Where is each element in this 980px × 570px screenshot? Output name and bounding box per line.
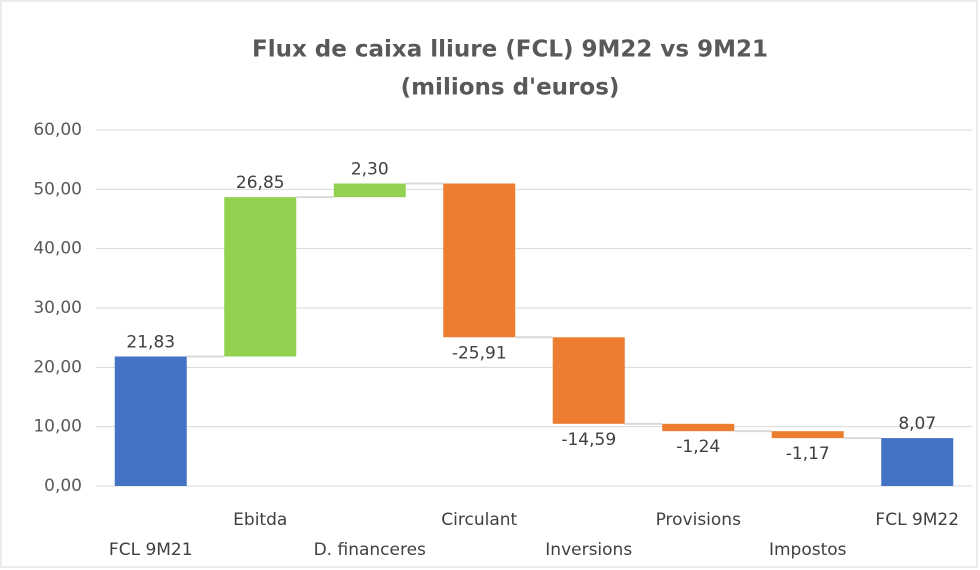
bar [114,356,187,486]
x-tick-label: Circulant [441,510,517,530]
data-label: -25,91 [452,343,507,363]
data-label: -14,59 [561,430,616,450]
bar [771,431,844,439]
y-tick-label: 0,00 [44,476,82,496]
data-label: -1,17 [786,444,830,464]
bar [224,197,297,357]
bar [443,183,516,338]
bar [662,423,735,432]
x-tick-label: FCL 9M22 [875,510,959,530]
y-tick-label: 60,00 [33,120,82,140]
bar [552,337,625,424]
y-tick-label: 50,00 [33,179,82,199]
x-tick-label: D. financeres [314,540,426,560]
data-label: -1,24 [676,437,720,457]
x-tick-label: Impostos [769,540,847,560]
y-tick-label: 20,00 [33,357,82,377]
data-label: 2,30 [351,160,389,180]
y-tick-label: 30,00 [33,298,82,318]
chart-title: Flux de caixa lliure (FCL) 9M22 vs 9M21 [252,37,768,63]
data-label: 26,85 [236,173,285,193]
bar [881,438,954,486]
bar [333,183,406,198]
x-tick-label: Ebitda [233,510,287,530]
data-label: 21,83 [126,332,175,352]
x-tick-label: Inversions [545,540,632,560]
x-tick-label: FCL 9M21 [109,540,193,560]
x-tick-label: Provisions [656,510,742,530]
chart-subtitle: (milions d'euros) [401,75,620,101]
y-tick-label: 10,00 [33,417,82,437]
y-tick-label: 40,00 [33,239,82,259]
data-label: 8,07 [898,414,936,434]
